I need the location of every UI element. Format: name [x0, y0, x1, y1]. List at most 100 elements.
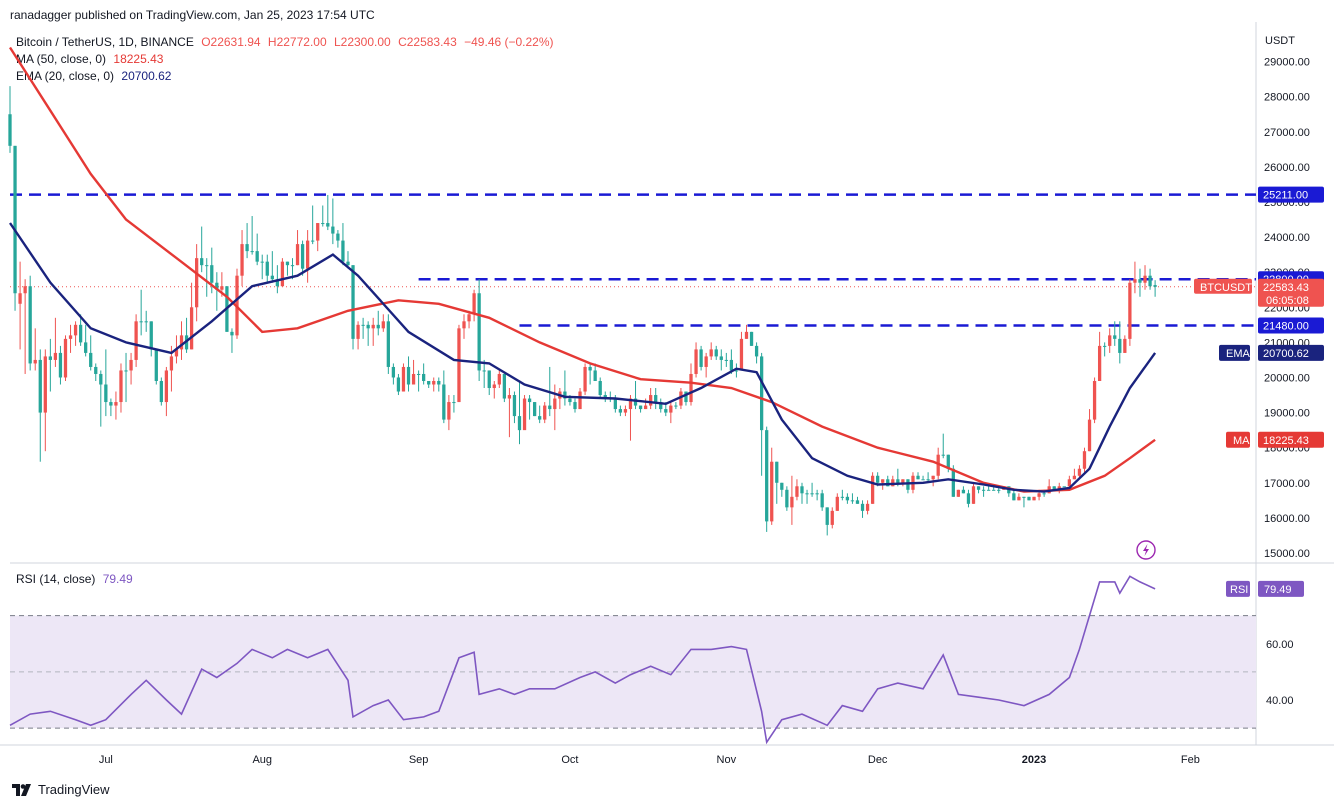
candle	[114, 391, 118, 420]
candle	[780, 482, 784, 497]
candle-body	[860, 503, 865, 511]
candle-body	[694, 349, 698, 374]
candle-body	[654, 395, 658, 403]
candle-body	[38, 359, 42, 413]
candle	[522, 395, 527, 431]
candle	[1143, 265, 1147, 290]
candle-body	[815, 493, 819, 495]
candle	[724, 352, 728, 367]
candle-body	[981, 489, 986, 491]
candle-body	[603, 395, 607, 399]
candle-body	[810, 493, 814, 495]
level-tag-0-bg	[1258, 186, 1324, 203]
change-value: −49.46 (−0.22%)	[464, 35, 554, 49]
price-tick-label: 16000.00	[1264, 513, 1310, 525]
candle-body	[865, 503, 870, 511]
candle	[38, 349, 42, 462]
rsi-label: RSI (14, close)	[16, 572, 96, 586]
candle-body	[89, 352, 93, 367]
candle	[376, 310, 380, 336]
candle	[790, 475, 794, 525]
candle-body	[1148, 275, 1152, 287]
footer-brand[interactable]: TradingView	[12, 782, 110, 797]
candle-body	[58, 352, 63, 378]
close-value: C22583.43	[398, 35, 457, 49]
candle-body	[966, 493, 971, 504]
candle-body	[719, 356, 723, 360]
candle-body	[724, 359, 728, 361]
candle	[1087, 409, 1092, 452]
candle-body	[467, 314, 471, 322]
candle-body	[305, 240, 310, 269]
candle	[835, 493, 839, 511]
candle	[356, 321, 360, 350]
time-tick-label: Sep	[409, 754, 429, 766]
price-tick-label: 24000.00	[1264, 232, 1310, 244]
ma-value-label: 18225.43	[1263, 435, 1309, 447]
candle-body	[896, 479, 900, 483]
candle	[971, 482, 976, 504]
candle-body	[396, 377, 401, 392]
candle-body	[709, 349, 713, 357]
candle	[1012, 489, 1016, 501]
candle	[588, 363, 592, 385]
candle-body	[169, 356, 174, 371]
candle-body	[442, 384, 446, 420]
candle	[58, 345, 63, 385]
candle-body	[1037, 493, 1041, 497]
candle	[28, 275, 32, 371]
candle	[593, 363, 597, 381]
candle	[331, 198, 335, 245]
candle	[48, 338, 52, 392]
candle-body	[613, 398, 617, 410]
candle-body	[573, 402, 577, 410]
candle	[1128, 279, 1132, 346]
candle	[270, 251, 274, 283]
candle-body	[628, 398, 633, 410]
candle	[396, 373, 401, 396]
candle	[976, 486, 981, 494]
candle	[906, 479, 910, 494]
candle	[18, 261, 22, 350]
candle	[981, 486, 986, 497]
candle	[825, 507, 829, 536]
candle	[119, 363, 123, 413]
candle-body	[971, 486, 976, 504]
candle-body	[881, 479, 885, 483]
candle	[154, 349, 158, 385]
candle	[538, 405, 542, 424]
level-lines	[10, 193, 1256, 327]
candle	[452, 395, 456, 413]
candle-body	[124, 370, 128, 372]
candle	[507, 388, 512, 438]
candle	[416, 370, 421, 392]
rsi-value: 79.49	[102, 572, 133, 586]
candle	[553, 384, 557, 431]
candle-body	[507, 395, 512, 399]
candle-body	[1118, 338, 1122, 353]
rsi-line	[9, 575, 1156, 745]
candle-body	[638, 405, 643, 410]
rsi-name-bg	[1226, 580, 1250, 597]
candle	[714, 345, 718, 360]
candle-body	[538, 416, 542, 420]
candle-body	[391, 366, 396, 378]
candle-body	[28, 286, 32, 364]
candle-body	[139, 321, 143, 323]
candle	[820, 489, 824, 511]
candle	[104, 349, 108, 417]
candle-body	[921, 479, 925, 481]
candle-body	[406, 366, 411, 385]
price-tick-label: 17000.00	[1264, 478, 1310, 490]
candle-body	[351, 265, 355, 339]
candle-body	[548, 405, 552, 410]
candle-body	[462, 321, 466, 329]
rsi-value-tag: RSI 79.49	[1226, 580, 1304, 597]
candle	[78, 314, 83, 346]
candle	[184, 317, 189, 353]
candle-body	[361, 324, 365, 326]
candle-body	[447, 402, 451, 420]
btcusdt-value-label: 22583.43	[1263, 282, 1309, 294]
candle-body	[845, 496, 850, 501]
